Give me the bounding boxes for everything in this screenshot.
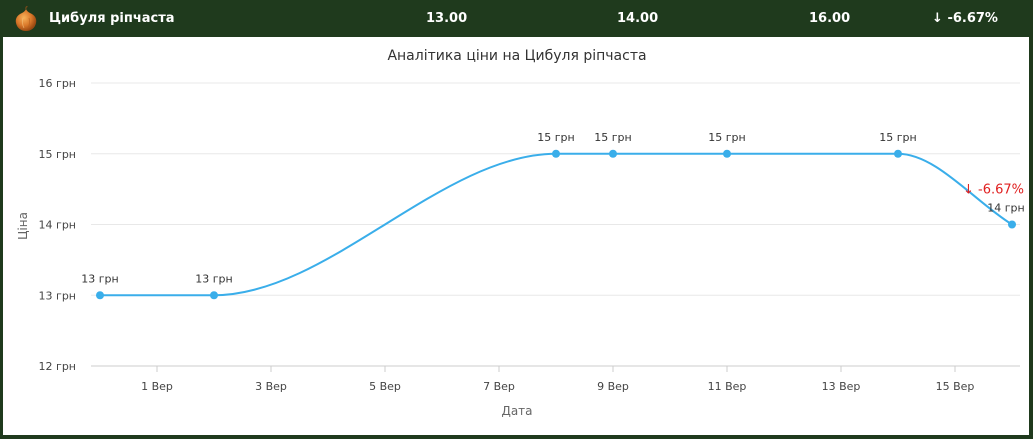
x-axis: 1 Вер 3 Вер 5 Вер 7 Вер 9 Вер 11 Вер 13 Вер 15 … xyxy=(141,366,974,393)
y-tick-label: 14 грн xyxy=(39,219,76,232)
price-change: ↓ -6.67% xyxy=(932,0,998,37)
avg-price: 14.00 xyxy=(617,11,659,26)
y-tick-label: 15 грн xyxy=(39,148,76,161)
data-point xyxy=(609,149,617,158)
x-tick-label: 3 Вер xyxy=(255,380,287,393)
chart-title: Аналітика ціни на Цибуля ріпчаста xyxy=(387,48,646,64)
data-point xyxy=(552,149,560,158)
price-change-value: -6.67% xyxy=(947,11,998,26)
data-label: 15 грн xyxy=(537,131,574,144)
data-point xyxy=(723,149,731,158)
x-tick-label: 7 Вер xyxy=(483,380,515,393)
x-tick-label: 9 Вер xyxy=(597,380,629,393)
price-chart: Аналітика ціни на Цибуля ріпчаста 12 грн… xyxy=(16,48,1025,418)
data-point xyxy=(96,291,104,300)
change-annotation: ↓ -6.67% xyxy=(963,183,1024,198)
y-tick-label: 16 грн xyxy=(39,77,76,90)
grid xyxy=(91,82,1020,296)
data-label: 15 грн xyxy=(879,131,916,144)
min-price: 13.00 xyxy=(426,11,468,26)
x-tick-label: 13 Вер xyxy=(822,380,861,393)
x-tick-label: 5 Вер xyxy=(369,380,401,393)
data-label: 14 грн xyxy=(987,202,1024,215)
data-point xyxy=(1008,220,1016,229)
data-points: 13 грн 13 грн 15 грн 15 грн 15 грн 15 грн 14 г… xyxy=(81,131,1025,300)
max-price: 16.00 xyxy=(809,11,851,26)
x-tick-label: 1 Вер xyxy=(141,380,173,393)
product-header: Цибуля ріпчаста 13.00 14.00 16.00 ↓ -6.6… xyxy=(0,0,1033,37)
data-label: 13 грн xyxy=(195,272,232,285)
y-tick-label: 12 грн xyxy=(39,360,76,373)
data-label: 15 грн xyxy=(594,131,631,144)
x-tick-label: 15 Вер xyxy=(936,380,975,393)
x-axis-title: Дата xyxy=(501,404,532,418)
product-name: Цибуля ріпчаста xyxy=(49,11,175,26)
y-axis: 12 грн 13 грн 14 грн 15 грн 16 грн xyxy=(39,77,76,373)
data-point xyxy=(210,291,218,300)
x-tick-label: 11 Вер xyxy=(708,380,747,393)
chart-panel: Аналітика ціни на Цибуля ріпчаста 12 грн… xyxy=(3,37,1029,435)
data-point xyxy=(894,149,902,158)
y-tick-label: 13 грн xyxy=(39,289,76,302)
y-axis-title: Ціна xyxy=(16,212,30,240)
down-arrow-icon: ↓ xyxy=(932,11,943,26)
onion-icon xyxy=(15,6,37,31)
data-label: 13 грн xyxy=(81,272,118,285)
data-label: 15 грн xyxy=(708,131,745,144)
